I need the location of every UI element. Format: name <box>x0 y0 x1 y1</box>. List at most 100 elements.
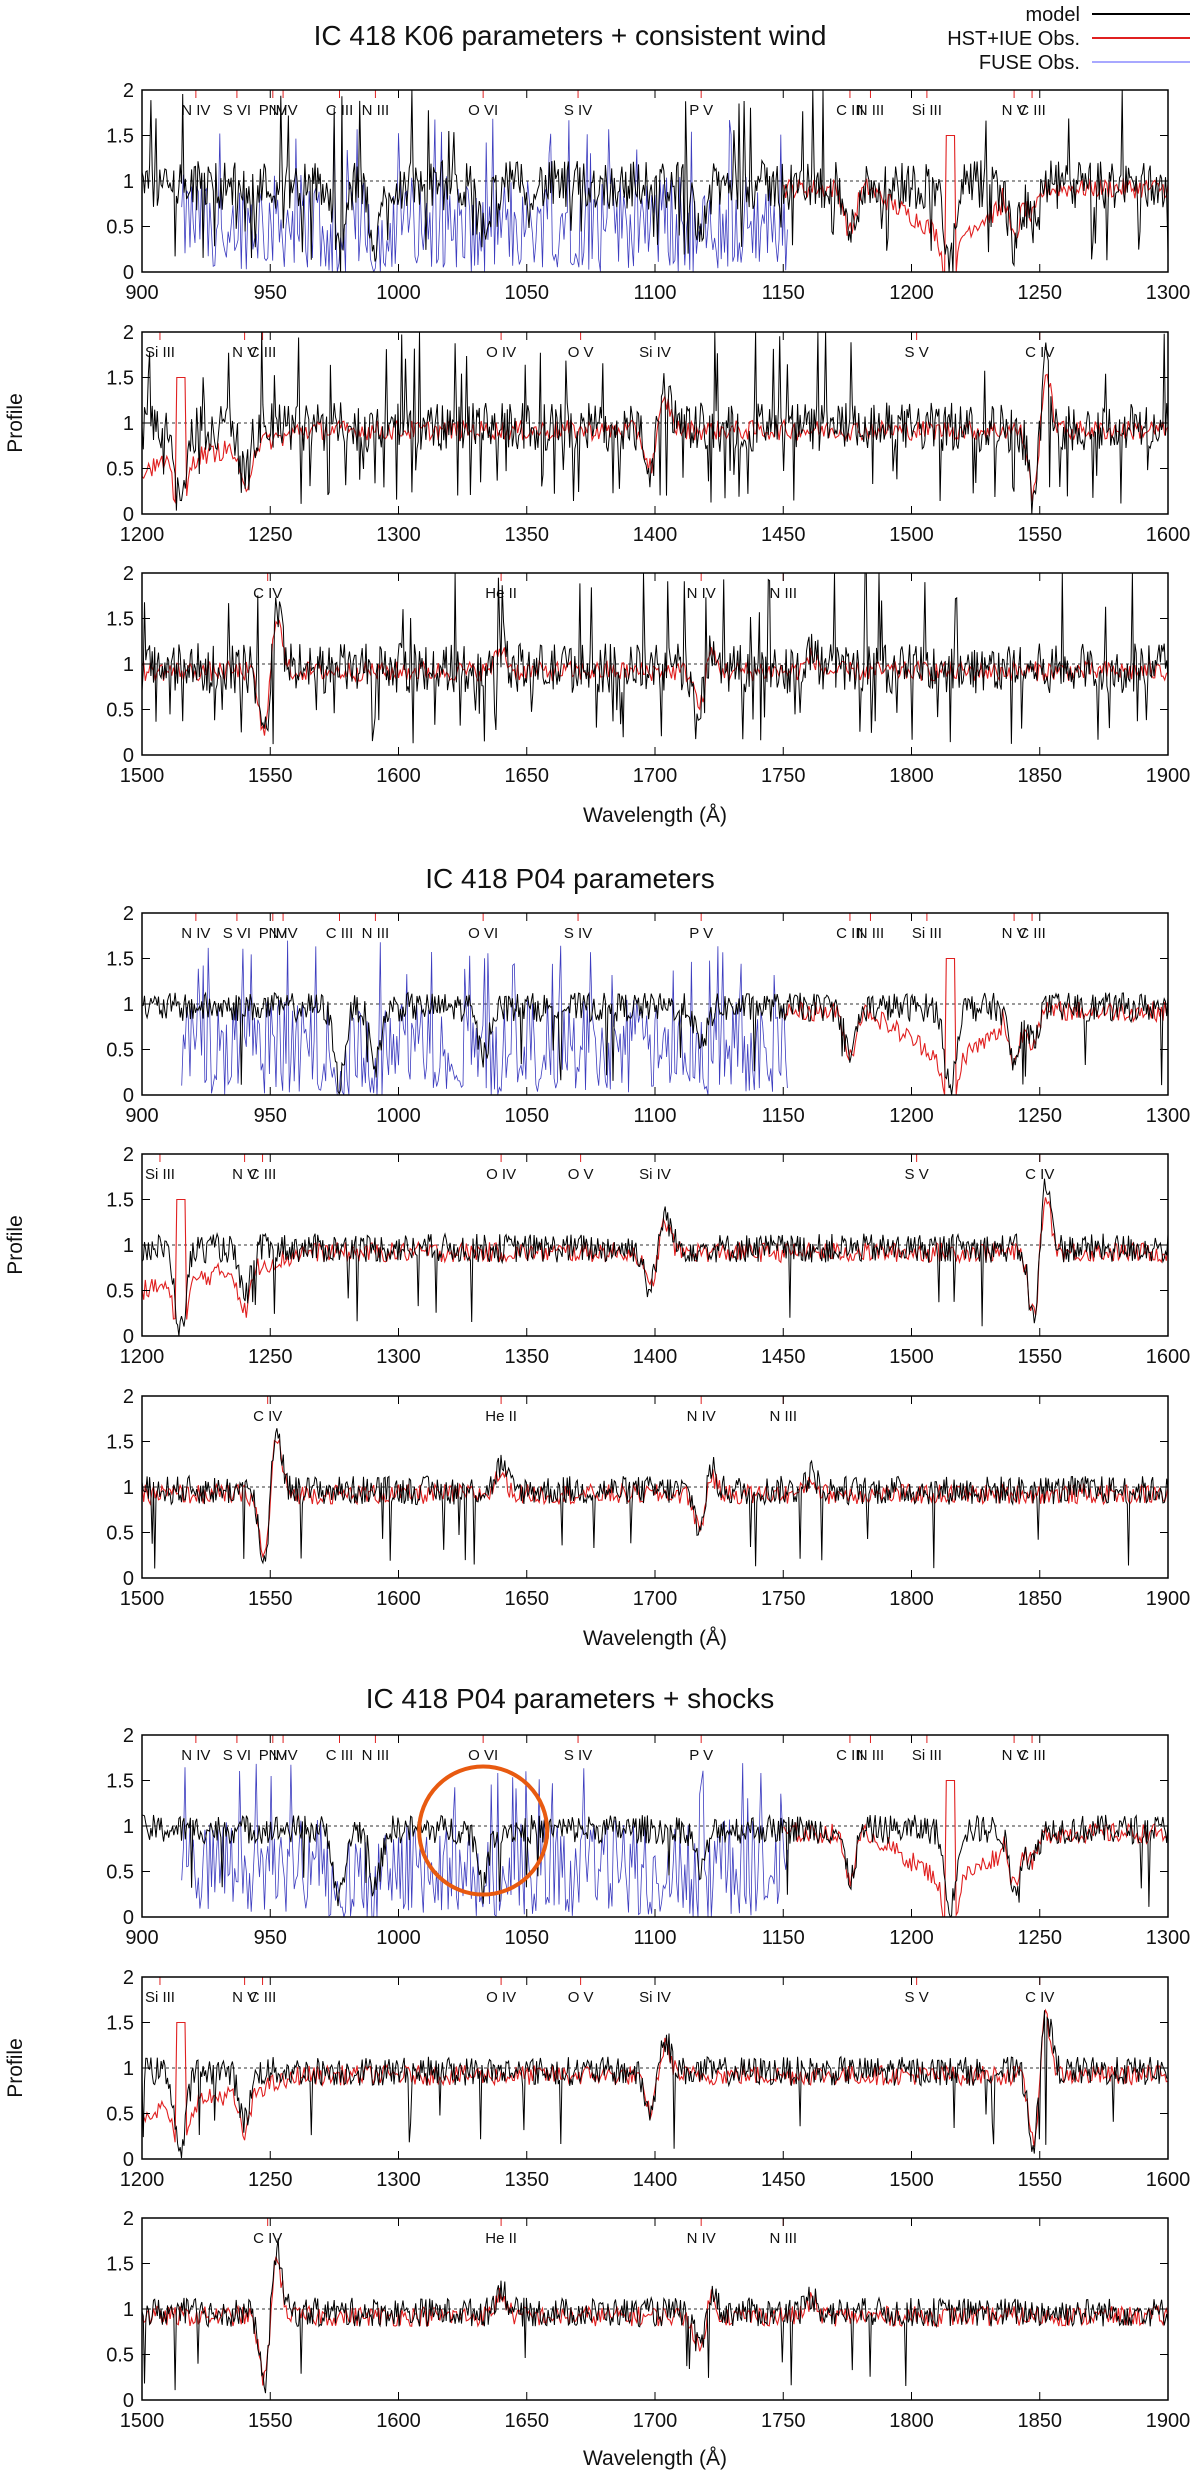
spectrum-panel: Si III N VC III O IV O V Si IV S V C IV 0 0.5 1 1.… <box>106 322 1190 546</box>
line-id-label: N III <box>857 1747 885 1764</box>
y-tick-label: 1.5 <box>106 2013 134 2035</box>
y-tick-label: 1 <box>123 2299 134 2321</box>
line-id-label: N IV <box>181 1747 210 1764</box>
line-id-label: P V <box>689 1747 713 1764</box>
x-tick-label: 1900 <box>1146 765 1191 787</box>
line-id-label: N III <box>769 2230 797 2247</box>
y-tick-label: 0.5 <box>106 1281 134 1303</box>
line-id-label: P IV <box>259 925 287 942</box>
hst-iue-observation-series <box>142 2008 1168 2147</box>
x-tick-label: 1200 <box>889 1105 934 1127</box>
line-id-label: P IV <box>259 102 287 119</box>
line-id-label: O V <box>568 344 594 361</box>
y-axis-label: Profile <box>4 2038 27 2098</box>
x-tick-label: 1600 <box>376 2410 421 2432</box>
x-tick-label: 1800 <box>889 1588 934 1610</box>
series-group <box>142 90 1168 272</box>
line-id-label: N III <box>362 1747 390 1764</box>
highlight-circle <box>417 1764 550 1897</box>
y-tick-label: 0 <box>123 1907 134 1929</box>
series-group <box>142 1428 1168 1569</box>
y-tick-label: 0 <box>123 1326 134 1348</box>
x-tick-label: 1100 <box>633 282 676 304</box>
y-tick-label: 1 <box>123 1477 134 1499</box>
y-tick-label: 0 <box>123 504 134 526</box>
x-tick-label: 1300 <box>1146 1105 1191 1127</box>
x-tick-label: 1550 <box>248 765 293 787</box>
x-tick-label: 1250 <box>1018 1105 1063 1127</box>
model-series <box>142 1178 1168 1336</box>
x-tick-label: 1150 <box>762 282 805 304</box>
line-id-label: S V <box>905 1166 929 1183</box>
x-tick-label: 1500 <box>120 765 165 787</box>
series-group <box>142 2238 1168 2394</box>
model-series <box>142 1428 1168 1569</box>
line-id-label: Si III <box>145 1989 175 2006</box>
model-series <box>142 332 1168 514</box>
line-id-label: S V <box>905 1989 929 2006</box>
chart-block: IC 418 K06 parameters + consistent wind P… <box>4 20 1190 827</box>
x-tick-label: 1000 <box>376 1105 421 1127</box>
y-tick-label: 0 <box>123 262 134 284</box>
y-tick-label: 1.5 <box>106 949 134 971</box>
x-tick-label: 1700 <box>633 2410 678 2432</box>
line-id-label: C III <box>249 344 277 361</box>
series-group <box>142 1178 1168 1336</box>
line-id-label: C IV <box>253 2230 282 2247</box>
x-tick-label: 1550 <box>248 2410 293 2432</box>
x-tick-label: 1500 <box>889 524 934 546</box>
line-id-label: C III <box>836 925 864 942</box>
line-id-label: S IV <box>564 102 592 119</box>
x-tick-label: 950 <box>254 1927 287 1949</box>
line-id-label: C IV <box>1025 344 1054 361</box>
line-id-label: Si IV <box>639 1989 671 2006</box>
y-axis-label: Profile <box>4 1215 27 1275</box>
chart-title: IC 418 K06 parameters + consistent wind <box>314 20 827 51</box>
line-id-label: N III <box>362 925 390 942</box>
y-tick-label: 1 <box>123 413 134 435</box>
y-tick-label: 0 <box>123 1568 134 1590</box>
line-id-label: N IV <box>687 2230 716 2247</box>
x-tick-label: 1100 <box>633 1927 676 1949</box>
x-tick-label: 1350 <box>505 1346 550 1368</box>
line-id-label: C III <box>326 925 354 942</box>
x-tick-label: 1200 <box>120 1346 165 1368</box>
line-id-label: C III <box>836 102 864 119</box>
x-tick-label: 1550 <box>1018 1346 1063 1368</box>
y-tick-label: 0.5 <box>106 2104 134 2126</box>
x-tick-label: 1750 <box>761 2410 806 2432</box>
x-tick-label: 1050 <box>505 282 550 304</box>
y-tick-label: 0.5 <box>106 1040 134 1062</box>
x-tick-label: 1600 <box>1146 524 1191 546</box>
y-tick-label: 1.5 <box>106 1771 134 1793</box>
hst-iue-observation-series <box>783 1779 1168 1917</box>
x-tick-label: 1800 <box>889 2410 934 2432</box>
line-id-label: N V <box>232 1989 257 2006</box>
x-tick-label: 1600 <box>1146 2169 1191 2191</box>
x-tick-label: 1500 <box>889 2169 934 2191</box>
x-tick-label: 1300 <box>376 1346 421 1368</box>
chart-blocks: IC 418 K06 parameters + consistent wind P… <box>4 20 1190 2470</box>
line-id-label: N IV <box>687 1408 716 1425</box>
x-tick-label: 1550 <box>1018 524 1063 546</box>
y-tick-label: 1 <box>123 1816 134 1838</box>
x-tick-label: 1500 <box>120 2410 165 2432</box>
y-tick-label: 2 <box>123 903 134 925</box>
line-id-label: N III <box>362 102 390 119</box>
line-id-label: S VI <box>223 925 251 942</box>
line-id-label: He II <box>485 2230 517 2247</box>
x-tick-label: 1650 <box>505 765 550 787</box>
y-tick-label: 1 <box>123 1235 134 1257</box>
spectrum-panel: C IV He II N IV N III 0 0.5 1 1.5 2 1500 1550 1600 1… <box>106 563 1190 787</box>
model-series <box>142 991 1168 1095</box>
y-tick-label: 1 <box>123 2058 134 2080</box>
line-id-label: O V <box>568 1166 594 1183</box>
line-id-label: S VI <box>223 102 251 119</box>
chart-block: IC 418 P04 parameters + shocks Profile Wav… <box>4 1683 1190 2470</box>
y-tick-label: 1.5 <box>106 368 134 390</box>
y-tick-label: 2 <box>123 1967 134 1989</box>
x-tick-label: 1600 <box>376 765 421 787</box>
chart-block: IC 418 P04 parameters Profile Wavelength (… <box>4 863 1190 1650</box>
line-id-label: C IV <box>1025 1989 1054 2006</box>
